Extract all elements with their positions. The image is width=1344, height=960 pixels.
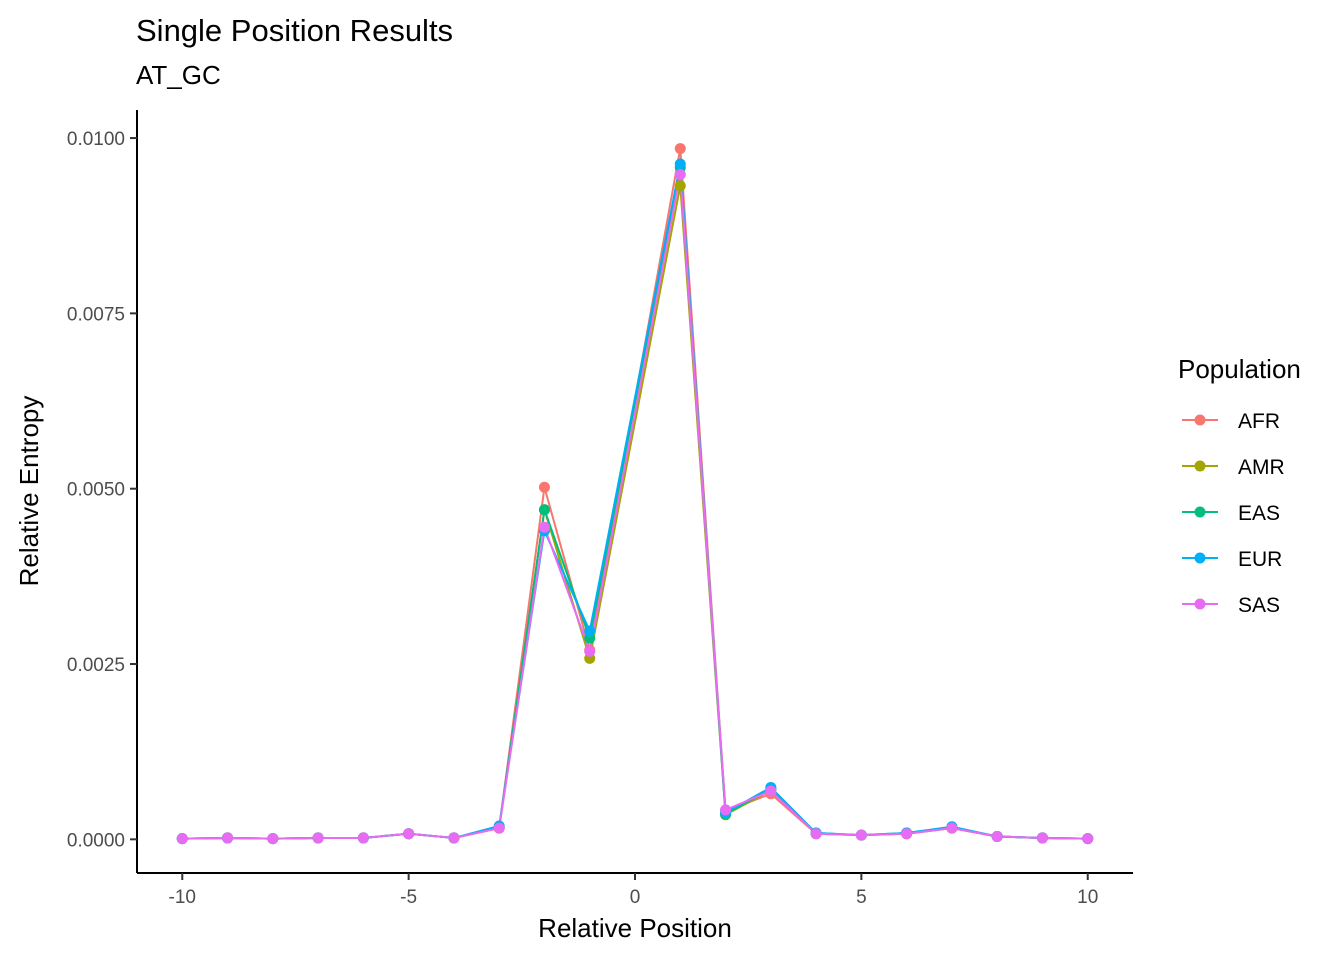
data-point-sas bbox=[176, 833, 188, 845]
chart-subtitle: AT_GC bbox=[136, 60, 221, 90]
y-axis-title: Relative Entropy bbox=[14, 396, 44, 587]
series-line-sas bbox=[182, 173, 1088, 840]
x-tick-label: 10 bbox=[1077, 887, 1098, 908]
legend-title: Population bbox=[1178, 354, 1301, 384]
x-tick-label: -10 bbox=[169, 887, 196, 908]
data-point-sas bbox=[810, 828, 822, 840]
data-point-sas bbox=[493, 822, 505, 834]
data-point-sas bbox=[1082, 833, 1094, 845]
legend-label-afr: AFR bbox=[1238, 410, 1280, 433]
x-tick-label: 0 bbox=[630, 887, 641, 908]
legend-label-eur: EUR bbox=[1238, 548, 1282, 571]
data-point-sas bbox=[312, 832, 324, 844]
legend-item-sas: SAS bbox=[1182, 594, 1280, 617]
data-point-sas bbox=[674, 169, 686, 181]
y-tick-label: 0.0025 bbox=[67, 655, 125, 676]
data-point-amr bbox=[674, 180, 686, 192]
legend-marker-afr bbox=[1194, 414, 1206, 426]
legend-marker-eur bbox=[1194, 552, 1206, 564]
y-tick-label: 0.0075 bbox=[67, 304, 125, 325]
legend-marker-eas bbox=[1194, 506, 1206, 518]
x-tick-label: 5 bbox=[856, 887, 867, 908]
data-point-afr bbox=[538, 481, 550, 493]
legend-item-eur: EUR bbox=[1182, 548, 1282, 571]
x-axis-ticks: -10 -5 0 5 10 bbox=[169, 873, 1098, 908]
legend-marker-sas bbox=[1194, 598, 1206, 610]
data-point-sas bbox=[1036, 832, 1048, 844]
legend-marker-amr bbox=[1194, 460, 1206, 472]
data-point-eas bbox=[538, 504, 550, 516]
legend-item-amr: AMR bbox=[1182, 456, 1285, 479]
data-point-sas bbox=[584, 645, 596, 657]
data-point-sas bbox=[946, 822, 958, 834]
legend-item-eas: EAS bbox=[1182, 502, 1280, 525]
data-point-sas bbox=[357, 832, 369, 844]
data-point-sas bbox=[448, 832, 460, 844]
data-point-sas bbox=[901, 828, 913, 840]
data-point-eur bbox=[584, 625, 596, 637]
data-point-sas bbox=[222, 832, 234, 844]
series-line-eur bbox=[182, 163, 1088, 840]
chart-title: Single Position Results bbox=[136, 13, 453, 48]
legend: Population AFR AMR EAS EUR SAS bbox=[1178, 354, 1301, 617]
x-axis-title: Relative Position bbox=[538, 913, 732, 943]
series-line-afr bbox=[182, 147, 1088, 840]
legend-item-afr: AFR bbox=[1182, 410, 1280, 433]
data-point-sas bbox=[720, 804, 732, 816]
legend-items: AFR AMR EAS EUR SAS bbox=[1182, 410, 1285, 617]
y-tick-label: 0.0100 bbox=[67, 129, 125, 150]
data-point-sas bbox=[403, 828, 415, 840]
plot-area bbox=[176, 143, 1094, 845]
y-tick-label: 0.0000 bbox=[67, 830, 125, 851]
x-tick-label: -5 bbox=[400, 887, 417, 908]
series-line-eas bbox=[182, 166, 1088, 840]
data-point-afr bbox=[674, 143, 686, 155]
data-point-sas bbox=[538, 521, 550, 533]
legend-label-eas: EAS bbox=[1238, 502, 1280, 525]
legend-label-sas: SAS bbox=[1238, 594, 1280, 617]
data-point-sas bbox=[991, 831, 1003, 843]
legend-label-amr: AMR bbox=[1238, 456, 1285, 479]
y-axis-ticks: 0.0000 0.0025 0.0050 0.0075 0.0100 bbox=[67, 129, 137, 851]
series-line-amr bbox=[182, 184, 1088, 840]
data-point-eur bbox=[674, 158, 686, 170]
data-point-sas bbox=[855, 829, 867, 841]
data-point-sas bbox=[765, 785, 777, 797]
data-point-sas bbox=[267, 833, 279, 845]
y-tick-label: 0.0050 bbox=[67, 480, 125, 501]
